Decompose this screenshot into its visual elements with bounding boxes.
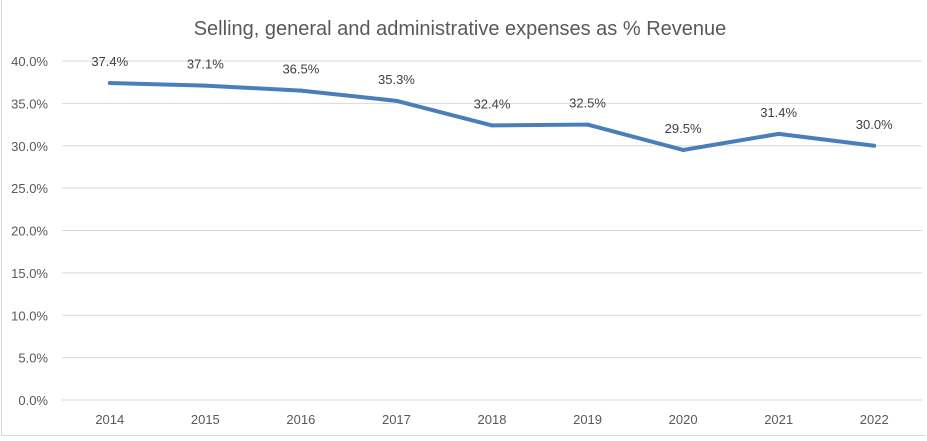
data-label: 31.4% [760, 105, 797, 120]
data-point [681, 147, 686, 152]
chart-title: Selling, general and administrative expe… [194, 18, 727, 40]
data-point [872, 143, 877, 148]
x-tick-label: 2018 [478, 412, 507, 427]
y-tick-label: 20.0% [11, 224, 48, 239]
x-tick-label: 2021 [764, 412, 793, 427]
y-tick-label: 40.0% [11, 54, 48, 69]
data-point [203, 83, 208, 88]
x-tick-label: 2015 [191, 412, 220, 427]
data-label: 29.5% [665, 121, 702, 136]
data-label: 30.0% [856, 117, 893, 132]
x-tick-label: 2019 [573, 412, 602, 427]
data-label: 37.4% [91, 54, 128, 69]
y-tick-label: 25.0% [11, 181, 48, 196]
data-point [585, 122, 590, 127]
x-tick-label: 2017 [382, 412, 411, 427]
data-point [107, 81, 112, 86]
x-tick-label: 2014 [95, 412, 124, 427]
data-point [490, 123, 494, 128]
y-tick-label: 5.0% [18, 351, 48, 366]
y-tick-label: 10.0% [11, 308, 48, 323]
data-point [394, 98, 399, 103]
data-label: 35.3% [378, 72, 415, 87]
data-point [776, 131, 781, 136]
x-tick-label: 2022 [860, 412, 889, 427]
y-tick-label: 0.0% [18, 393, 48, 408]
data-point [298, 88, 303, 93]
y-tick-label: 30.0% [11, 139, 48, 154]
x-tick-label: 2020 [669, 412, 698, 427]
data-label: 32.4% [474, 96, 511, 111]
data-label: 37.1% [187, 57, 224, 72]
data-label: 36.5% [282, 62, 319, 77]
data-label: 32.5% [569, 96, 606, 111]
y-tick-label: 35.0% [11, 96, 48, 111]
x-tick-label: 2016 [286, 412, 315, 427]
y-tick-label: 15.0% [11, 266, 48, 281]
